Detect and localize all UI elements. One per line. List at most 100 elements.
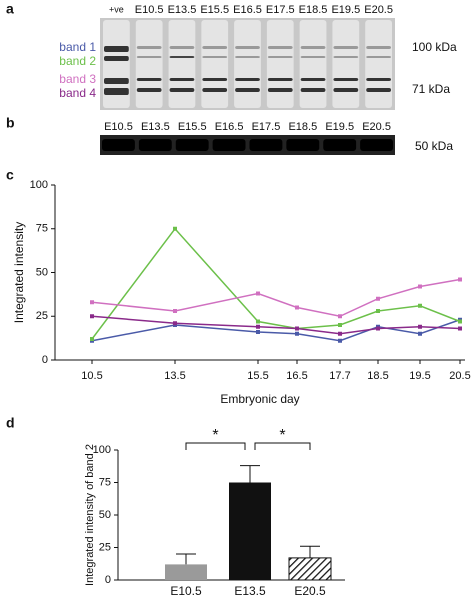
x-tick-label: 20.5 [449,370,470,382]
point [418,284,422,289]
line [91,319,461,342]
x-tick-label: 15.5 [247,370,268,382]
panel-label: d [6,415,15,431]
band [333,56,359,58]
lane-label: E13.5 [168,4,197,16]
y-tick-label: 50 [36,266,48,278]
band-label: band 2 [59,54,96,68]
lane-label: E20.5 [362,121,391,133]
point [90,337,94,341]
band [249,139,283,151]
significance-bracket [185,442,246,450]
band [175,139,209,151]
lane-label: E16.5 [215,121,244,133]
point [338,314,342,319]
point [418,303,422,308]
point [295,305,299,310]
band [136,78,162,81]
lane-label: +ve [109,4,124,14]
band [333,46,359,49]
bar [165,564,207,580]
band [235,56,260,58]
lane [332,20,360,108]
band [202,88,228,92]
point [90,314,94,319]
marker-label: 100 kDa [412,40,457,54]
x-tick-label: 10.5 [81,370,102,382]
band [366,88,391,92]
point [458,277,462,282]
band [286,139,320,151]
lane-label: E18.5 [299,4,328,16]
lane [201,20,229,108]
point [90,300,94,305]
band [202,46,228,49]
x-tick-label: E13.5 [234,584,266,598]
band [104,88,129,95]
line [91,227,461,340]
panel-label: c [6,167,14,183]
band [267,88,293,92]
lane-label: E17.5 [252,121,281,133]
band [267,56,293,58]
band [300,56,326,58]
y-tick-label: 25 [99,541,111,553]
lane-label: E16.5 [233,4,262,16]
point [338,323,342,327]
x-tick-label: E20.5 [294,584,326,598]
band [235,88,260,92]
point [376,326,380,331]
point [458,319,462,324]
lane-label: E10.5 [135,4,164,16]
band [138,139,172,151]
lane-label: E15.5 [200,4,229,16]
band [202,56,228,58]
band [104,56,129,61]
band [323,139,357,151]
point [256,291,260,296]
y-tick-label: 0 [105,574,111,586]
band-label: band 4 [59,86,96,100]
point [376,296,380,301]
marker-label: 50 kDa [415,139,453,153]
lane-label: E17.5 [266,4,295,16]
band [136,56,162,58]
band [136,88,162,92]
band [235,78,260,81]
lane-label: E18.5 [288,121,317,133]
y-tick-label: 50 [99,509,111,521]
band [235,46,260,49]
lane-label: E13.5 [141,121,170,133]
point [173,226,177,231]
x-tick-label: E10.5 [170,584,202,598]
panel-label: b [6,115,15,131]
y-tick-label: 100 [30,179,48,191]
band-label: band 1 [59,40,96,54]
point [376,309,380,313]
band [212,139,246,151]
y-tick-label: 75 [36,223,48,235]
lane [234,20,261,108]
x-tick-label: 18.5 [367,370,388,382]
point [256,330,260,334]
lane [266,20,294,108]
band [267,46,293,49]
band [169,56,195,58]
line [91,278,461,318]
point [338,331,342,336]
significance-label: * [279,427,285,444]
x-tick-label: 19.5 [409,370,430,382]
line [91,315,461,335]
band [366,56,391,58]
lane-label: E19.5 [331,4,360,16]
y-tick-label: 0 [42,354,48,366]
band [300,88,326,92]
lane [365,20,392,108]
band-label: band 3 [59,72,96,86]
significance-bracket [254,442,311,450]
lane-label: E10.5 [104,121,133,133]
point [418,331,422,336]
x-tick-label: 13.5 [164,370,185,382]
band [333,78,359,81]
